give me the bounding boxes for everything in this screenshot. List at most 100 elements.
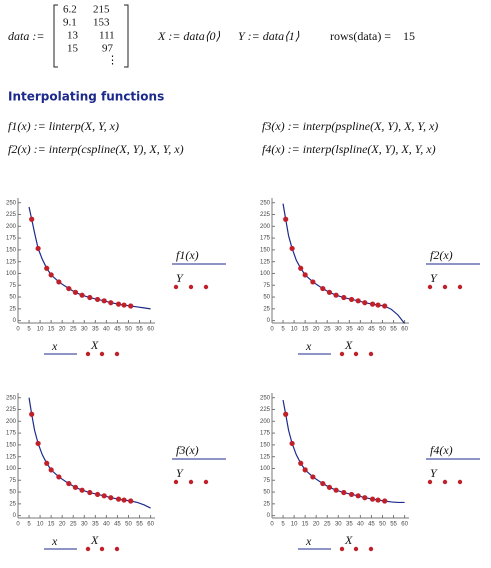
y-tick-label: 175 [6,236,17,242]
y-tick-label: 25 [9,501,16,507]
x-axis-label: x [51,534,58,548]
data-point [283,411,289,417]
y-tick-label: 225 [260,212,271,218]
y-definition: Y := data⟨1⟩ [238,29,300,43]
x-tick-label: 40 [103,522,110,528]
definition: f2(x) := interp(cspline(X, Y), X, Y, x) [8,142,184,156]
data-point [44,460,50,466]
data-point [35,440,41,447]
x-tick-label: 35 [92,522,99,528]
x-legend-dot [85,351,91,357]
x-tick-label: 25 [70,522,77,528]
x-legend-dot [339,351,345,357]
data-point [310,474,316,480]
y-tick-label: 225 [6,212,17,218]
y-tick-label: 25 [263,306,270,312]
data-point [94,491,101,498]
y-tick-label: 50 [9,295,16,301]
x-tick-label: 20 [313,522,320,528]
x-tick-label: 5 [27,522,31,528]
data-label: data := [8,29,44,43]
y-tick-label: 75 [9,283,16,289]
legend-label: f3(x) [176,443,199,457]
x-legend-dot [368,351,374,357]
x-tick-label: 0 [270,327,274,333]
x-tick-label: 40 [103,327,110,333]
x-tick-label: 45 [368,522,375,528]
data-point [29,411,35,417]
y-tick-label: 50 [263,490,270,496]
data-point [283,216,289,222]
matrix-ellipsis: ⋮ [107,55,118,67]
data-point [35,245,41,252]
x-tick-label: 60 [401,522,408,528]
x-tick-label: 45 [368,327,375,333]
data-point [128,498,134,504]
legend-dot [427,284,433,290]
data-point [348,491,355,498]
x-tick-label: 15 [302,522,309,528]
data-point [48,272,54,278]
x-tick-label: 45 [114,522,121,528]
matrix-cell: 6.2 [63,4,77,16]
x-legend-dot [368,546,374,552]
matrix-cell: 15 [67,43,79,55]
data-point [320,480,326,487]
matrix-cell: 97 [102,43,114,55]
y-tick-label: 200 [260,419,271,425]
legend-dot [203,479,209,485]
x-tick-label: 25 [70,327,77,333]
data-point [310,279,316,285]
data-point [87,294,93,301]
x-tick-label: 50 [379,522,386,528]
y-tick-label: 150 [6,442,17,448]
y-tick-label: 25 [9,306,16,312]
definition: f1(x) := linterp(X, Y, x) [8,119,119,133]
matrix-cell: 111 [99,30,115,42]
x-tick-label: 25 [324,522,331,528]
data-point [79,292,85,298]
y-tick-label: 25 [263,501,270,507]
y-tick-label: 125 [260,454,271,460]
rows-value: 15 [403,29,415,43]
data-point [121,302,127,308]
data-point [320,285,326,292]
x-tick-label: 60 [147,327,154,333]
data-point [375,497,381,503]
legend-label: Y [430,271,438,285]
x-axis-label: X [344,338,353,352]
legend-dot [173,284,179,290]
x-tick-label: 15 [302,327,309,333]
x-tick-label: 50 [379,327,386,333]
data-point [48,467,54,473]
data-point [101,493,107,499]
definition: f4(x) := interp(lspline(X, Y), X, Y, x) [262,142,436,156]
matrix-cell: 9.1 [63,17,77,29]
data-point [101,298,107,304]
y-tick-label: 50 [9,490,16,496]
data-point [56,279,62,285]
legend-dot [427,479,433,485]
y-tick-label: 250 [260,200,271,206]
data-point [333,292,339,298]
x-legend-dot [99,546,105,552]
data-point [108,495,114,501]
data-point [333,487,339,493]
x-tick-label: 25 [324,327,331,333]
data-point [289,440,295,447]
data-point [94,296,101,303]
x-tick-label: 55 [390,522,397,528]
data-point [56,474,62,480]
y-tick-label: 175 [6,431,17,437]
y-tick-label: 0 [13,318,17,324]
x-tick-label: 40 [357,327,364,333]
legend-dot [457,479,463,485]
x-tick-label: 0 [16,327,20,333]
curve [28,206,151,310]
x-tick-label: 55 [136,522,143,528]
x-tick-label: 15 [48,522,55,528]
x-tick-label: 20 [59,327,66,333]
y-tick-label: 125 [260,259,271,265]
y-tick-label: 75 [263,283,270,289]
